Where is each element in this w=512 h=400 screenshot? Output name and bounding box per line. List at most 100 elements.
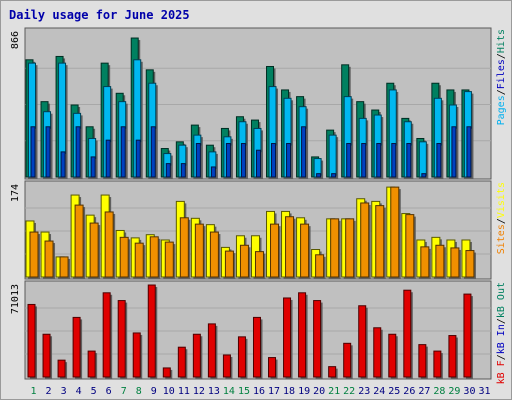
x-tick-label-18: 18 bbox=[283, 386, 295, 397]
x-tick-label-26: 26 bbox=[403, 386, 415, 397]
bar-kb-f-day-29 bbox=[448, 335, 457, 378]
bar-sites-day-29 bbox=[450, 247, 460, 278]
x-tick-label-13: 13 bbox=[208, 386, 220, 397]
x-tick-label-22: 22 bbox=[343, 386, 355, 397]
bar-pages-day-13 bbox=[210, 166, 216, 178]
bar-pages-day-23 bbox=[361, 143, 367, 178]
x-tick-label-28: 28 bbox=[433, 386, 445, 397]
x-tick-label-27: 27 bbox=[418, 386, 430, 397]
bar-kb-f-day-17 bbox=[268, 357, 277, 378]
panel-hits-files-pages-legend: Pages/Files/Hits bbox=[496, 29, 507, 125]
bar-pages-day-26 bbox=[406, 143, 412, 178]
bar-kb-f-day-15 bbox=[237, 336, 246, 378]
bar-kb-f-day-23 bbox=[358, 305, 367, 378]
bar-sites-day-9 bbox=[149, 236, 159, 278]
x-tick-label-19: 19 bbox=[298, 386, 310, 397]
bar-kb-f-day-8 bbox=[132, 332, 141, 378]
bar-sites-day-14 bbox=[224, 250, 234, 278]
bar-kb-f-day-18 bbox=[283, 297, 292, 378]
bar-kb-f-day-2 bbox=[42, 333, 51, 378]
bar-sites-day-20 bbox=[315, 254, 325, 278]
panel-visits-sites-max-label: 174 bbox=[10, 184, 21, 202]
x-tick-label-20: 20 bbox=[313, 386, 325, 397]
x-tick-label-14: 14 bbox=[223, 386, 235, 397]
chart-title: Daily usage for June 2025 bbox=[9, 8, 190, 22]
x-tick-label-17: 17 bbox=[268, 386, 280, 397]
bar-sites-day-16 bbox=[254, 251, 264, 278]
bar-kb-f-day-22 bbox=[343, 342, 352, 378]
x-tick-label-31: 31 bbox=[478, 386, 490, 397]
bar-sites-day-17 bbox=[270, 223, 280, 278]
bar-kb-f-day-25 bbox=[388, 333, 397, 378]
legend-entry: / bbox=[496, 53, 507, 59]
legend-entry: kB F bbox=[496, 360, 507, 384]
bar-kb-f-day-27 bbox=[418, 344, 427, 378]
bar-pages-day-22 bbox=[346, 143, 352, 178]
x-tick-label-21: 21 bbox=[328, 386, 340, 397]
bar-pages-day-30 bbox=[466, 126, 472, 178]
bar-sites-day-6 bbox=[104, 211, 114, 278]
bar-sites-day-10 bbox=[164, 241, 174, 278]
bar-kb-f-day-1 bbox=[27, 303, 36, 378]
bar-pages-day-7 bbox=[120, 126, 126, 178]
x-tick-label-12: 12 bbox=[193, 386, 205, 397]
bar-sites-day-2 bbox=[44, 240, 54, 278]
bar-sites-day-12 bbox=[194, 223, 204, 278]
panel-kbytes-max-label: 71013 bbox=[10, 284, 21, 314]
legend-entry: kB Out bbox=[496, 282, 507, 318]
bar-pages-day-25 bbox=[391, 143, 397, 178]
bar-sites-day-5 bbox=[89, 222, 99, 278]
x-tick-label-8: 8 bbox=[136, 386, 142, 397]
bar-kb-f-day-14 bbox=[222, 354, 231, 378]
bar-pages-day-16 bbox=[255, 149, 261, 178]
bar-kb-f-day-28 bbox=[433, 350, 442, 378]
legend-entry: / bbox=[496, 89, 507, 95]
bar-pages-day-5 bbox=[90, 156, 96, 178]
bar-sites-day-24 bbox=[375, 205, 385, 278]
x-tick-label-15: 15 bbox=[238, 386, 250, 397]
x-tick-label-4: 4 bbox=[76, 386, 82, 397]
bar-kb-f-day-11 bbox=[177, 346, 186, 378]
x-tick-label-2: 2 bbox=[46, 386, 52, 397]
bar-pages-day-14 bbox=[225, 143, 231, 178]
bar-sites-day-26 bbox=[405, 214, 415, 278]
x-tick-label-9: 9 bbox=[151, 386, 157, 397]
bar-kb-f-day-24 bbox=[373, 327, 382, 378]
x-tick-label-24: 24 bbox=[373, 386, 385, 397]
legend-entry: Sites bbox=[496, 224, 507, 254]
bar-kb-f-day-6 bbox=[102, 292, 111, 378]
bar-pages-day-15 bbox=[240, 143, 246, 178]
bar-sites-day-1 bbox=[29, 231, 39, 278]
bar-pages-day-19 bbox=[301, 126, 307, 178]
bar-sites-day-30 bbox=[465, 250, 475, 278]
bar-sites-day-7 bbox=[119, 236, 129, 278]
x-tick-label-16: 16 bbox=[253, 386, 265, 397]
bar-sites-day-8 bbox=[134, 242, 144, 278]
x-tick-label-3: 3 bbox=[61, 386, 67, 397]
x-tick-label-23: 23 bbox=[358, 386, 370, 397]
panel-visits-sites-legend: Sites/Visits bbox=[496, 182, 507, 254]
bar-sites-day-25 bbox=[390, 186, 400, 278]
bar-kb-f-day-5 bbox=[87, 350, 96, 378]
bar-pages-day-10 bbox=[165, 163, 171, 178]
bar-pages-day-9 bbox=[150, 126, 156, 178]
x-tick-label-25: 25 bbox=[388, 386, 400, 397]
legend-entry: / bbox=[496, 318, 507, 324]
bar-pages-day-27 bbox=[421, 173, 427, 178]
bar-kb-f-day-12 bbox=[192, 333, 201, 378]
bar-sites-day-19 bbox=[300, 223, 310, 278]
legend-entry: Visits bbox=[496, 182, 507, 218]
bar-pages-day-1 bbox=[30, 126, 36, 178]
bar-kb-f-day-9 bbox=[147, 284, 156, 378]
bar-pages-day-6 bbox=[105, 139, 111, 178]
bar-pages-day-2 bbox=[45, 126, 51, 178]
bar-pages-day-28 bbox=[436, 143, 442, 178]
bar-pages-day-21 bbox=[331, 173, 337, 178]
bar-sites-day-4 bbox=[74, 204, 84, 278]
bar-pages-day-11 bbox=[180, 163, 186, 178]
legend-entry: / bbox=[496, 218, 507, 224]
bar-kb-f-day-26 bbox=[403, 289, 412, 378]
bar-pages-day-24 bbox=[376, 143, 382, 178]
